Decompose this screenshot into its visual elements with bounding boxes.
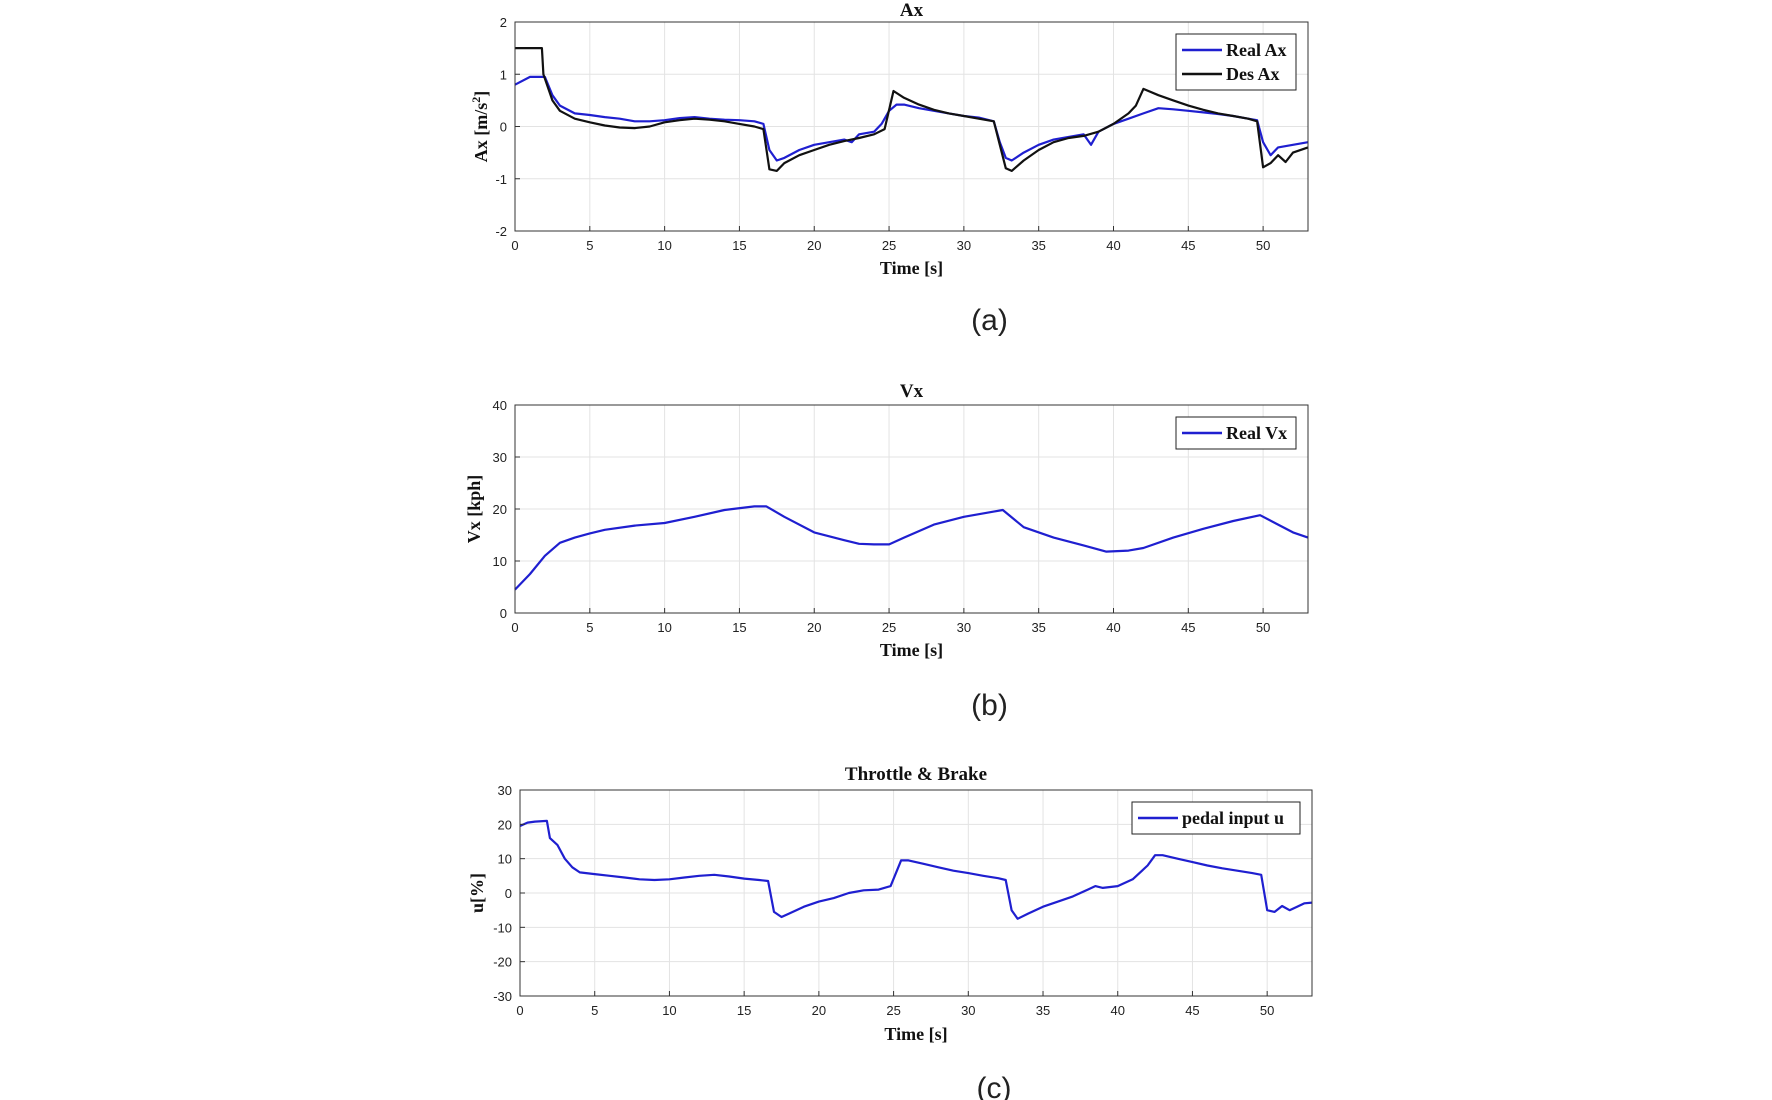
figure-caption: (c) — [977, 1072, 1012, 1100]
chart-panel-1: 0 5 10 15 20 25 30 35 40 45 50 -2 -1 0 1 2 Ax Time [s] Ax … — [469, 0, 1309, 337]
x-tick-label: 40 — [1106, 620, 1120, 635]
y-axis-label: Ax [m/s2] — [469, 91, 491, 163]
x-axis-label: Time [s] — [884, 1024, 947, 1044]
y-axis-label: u[%] — [467, 873, 487, 913]
x-tick-label: 45 — [1185, 1003, 1199, 1018]
x-tick-label: 25 — [886, 1003, 900, 1018]
y-tick-label: 20 — [493, 502, 507, 517]
x-tick-label: 35 — [1036, 1003, 1050, 1018]
figure-caption: (a) — [971, 304, 1008, 337]
y-tick-label: 0 — [500, 120, 507, 135]
x-tick-label: 10 — [662, 1003, 676, 1018]
series-line-real-ax — [514, 75, 1309, 162]
legend-box — [1175, 33, 1297, 91]
legend: pedal input u — [1131, 801, 1301, 835]
y-tick-label: 10 — [498, 852, 512, 867]
y-tick-label: 10 — [493, 554, 507, 569]
y-tick-label: 1 — [500, 67, 507, 82]
legend: Real Ax Des Ax — [1175, 33, 1297, 91]
x-axis-label: Time [s] — [880, 640, 943, 660]
y-tick-label: -20 — [493, 955, 512, 970]
x-tick-label: 30 — [957, 620, 971, 635]
x-tick-label: 35 — [1031, 238, 1045, 253]
x-tick-label: 50 — [1260, 1003, 1274, 1018]
x-tick-label: 50 — [1256, 238, 1270, 253]
chart-panel-2: 0 5 10 15 20 25 30 35 40 45 50 0 10 20 30 40 Vx Time [s] V… — [464, 381, 1309, 722]
x-tick-label: 45 — [1181, 620, 1195, 635]
x-tick-label: 50 — [1256, 620, 1270, 635]
y-tick-label: -30 — [493, 989, 512, 1004]
x-tick-label: 5 — [591, 1003, 598, 1018]
x-tick-label: 25 — [882, 238, 896, 253]
series-line-real-vx — [514, 505, 1309, 591]
x-tick-label: 15 — [732, 238, 746, 253]
x-tick-label: 20 — [807, 238, 821, 253]
legend-label: Real Ax — [1226, 40, 1287, 60]
x-tick-label: 0 — [511, 620, 518, 635]
x-tick-label: 35 — [1031, 620, 1045, 635]
x-tick-label: 10 — [657, 620, 671, 635]
y-axis-label: Vx [kph] — [464, 475, 484, 544]
x-axis-label: Time [s] — [880, 258, 943, 278]
y-tick-label: -2 — [495, 224, 507, 239]
y-tick-label: 30 — [493, 450, 507, 465]
x-tick-label: 0 — [516, 1003, 523, 1018]
x-tick-label: 5 — [586, 620, 593, 635]
legend-label: Des Ax — [1226, 64, 1280, 84]
x-tick-label: 20 — [807, 620, 821, 635]
chart-title: Throttle & Brake — [845, 764, 987, 785]
y-tick-label: 20 — [498, 817, 512, 832]
y-tick-label: -1 — [495, 172, 507, 187]
y-tick-label: 0 — [505, 886, 512, 901]
x-tick-label: 30 — [957, 238, 971, 253]
x-tick-label: 20 — [812, 1003, 826, 1018]
x-tick-label: 15 — [737, 1003, 751, 1018]
y-tick-label: 30 — [498, 783, 512, 798]
x-tick-label: 0 — [511, 238, 518, 253]
x-tick-label: 45 — [1181, 238, 1195, 253]
series-line-pedal-input-u — [519, 819, 1313, 920]
chart-title: Ax — [900, 0, 924, 21]
x-tick-label: 40 — [1106, 238, 1120, 253]
figure-caption: (b) — [971, 689, 1008, 722]
y-tick-label: 0 — [500, 606, 507, 621]
chart-panel-3: 0 5 10 15 20 25 30 35 40 45 50 -30 -20 -10 0 10 20 30 Thro… — [467, 764, 1313, 1100]
y-tick-label: -10 — [493, 920, 512, 935]
x-tick-label: 25 — [882, 620, 896, 635]
series-line-des-ax — [515, 47, 1309, 172]
legend: Real Vx — [1175, 416, 1297, 450]
x-tick-label: 5 — [586, 238, 593, 253]
y-tick-label: 40 — [493, 398, 507, 413]
chart-title: Vx — [900, 381, 924, 402]
x-tick-label: 40 — [1111, 1003, 1125, 1018]
x-tick-label: 10 — [657, 238, 671, 253]
x-tick-label: 30 — [961, 1003, 975, 1018]
legend-label: pedal input u — [1182, 808, 1284, 828]
legend-label: Real Vx — [1226, 423, 1287, 443]
y-tick-label: 2 — [500, 15, 507, 30]
x-tick-label: 15 — [732, 620, 746, 635]
